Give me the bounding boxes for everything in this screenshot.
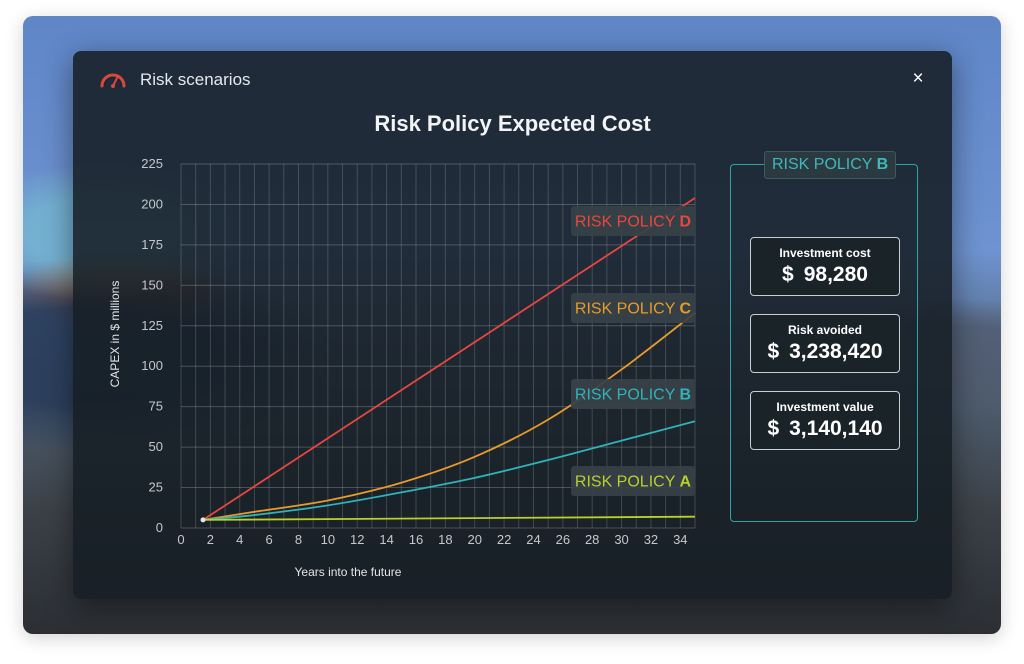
chart-title: Risk Policy Expected Cost [374,111,651,136]
x-tick-label: 8 [295,532,302,547]
x-tick-label: 0 [177,532,184,547]
selected-policy-badge[interactable]: RISK POLICY B [764,151,897,179]
series-line-a [203,515,696,521]
y-tick-label: 200 [141,196,163,211]
series-label-text: RISK POLICY D [575,214,691,231]
series-line-d [202,197,696,521]
metric-value: $98,280 [751,263,899,287]
metric-label: Investment cost [779,246,871,260]
metric-label: Investment value [776,400,874,414]
x-tick-label: 16 [409,532,423,547]
modal-header: Risk scenarios × [73,51,952,109]
x-tick-label: 2 [207,532,214,547]
investment-value-card: Investment value $3,140,140 [750,391,900,450]
metric-value: $3,238,420 [751,340,899,364]
series-label-a[interactable]: RISK POLICY A [571,466,695,496]
y-tick-label: 0 [156,520,163,535]
series-label-prefix: RISK POLICY [575,387,680,404]
series-label-letter: C [680,301,692,318]
series-label-b[interactable]: RISK POLICY B [571,379,695,409]
series-label-prefix: RISK POLICY [575,214,680,231]
risk-avoided-card: Risk avoided $3,238,420 [750,314,900,373]
currency-symbol: $ [767,417,780,440]
y-tick-label: 50 [149,439,163,454]
series-label-letter: D [680,214,692,231]
x-tick-label: 28 [585,532,599,547]
x-tick-label: 12 [350,532,364,547]
y-tick-label: 75 [149,399,163,414]
series-label-text: RISK POLICY B [575,387,691,404]
y-tick-label: 175 [141,237,163,252]
series-label-text: RISK POLICY A [575,474,692,491]
series-label-c[interactable]: RISK POLICY C [571,293,695,323]
x-tick-label: 10 [321,532,335,547]
chart-series [200,197,696,523]
y-axis-label: CAPEX in $ millions [108,281,122,388]
x-tick-label: 24 [526,532,540,547]
close-button[interactable]: × [912,68,924,89]
y-tick-label: 25 [149,480,163,495]
series-line-c [202,312,696,521]
series-label-d[interactable]: RISK POLICY D [571,206,695,236]
series-label-text: RISK POLICY C [575,301,692,318]
series-label-box [571,466,695,496]
risk-scenarios-modal: Risk scenarios × Risk Policy Expected Co… [73,51,952,599]
y-tick-label: 100 [141,358,163,373]
currency-symbol: $ [782,263,794,286]
modal-title: Risk scenarios [140,70,251,89]
x-tick-label: 26 [556,532,570,547]
policy-summary-panel: RISK POLICY B Investment cost $98,280 Ri… [730,151,918,522]
badge-letter: B [876,156,889,173]
x-axis-label: Years into the future [295,565,402,579]
metric-value: $3,140,140 [751,417,899,441]
badge-prefix: RISK POLICY [772,156,873,173]
investment-cost-card: Investment cost $98,280 [750,237,900,296]
currency-symbol: $ [767,340,780,363]
series-label-prefix: RISK POLICY [575,301,680,318]
x-tick-label: 4 [236,532,243,547]
series-line-b [202,420,696,521]
metric-amount: 3,140,140 [789,417,883,440]
metric-amount: 3,238,420 [789,340,883,363]
x-tick-label: 18 [438,532,452,547]
y-tick-label: 125 [141,318,163,333]
x-tick-label: 34 [673,532,687,547]
series-origin-point [200,517,206,523]
x-tick-label: 32 [644,532,658,547]
series-label-box [571,379,695,409]
series-label-box [571,293,695,323]
x-tick-label: 30 [614,532,628,547]
x-tick-label: 20 [467,532,481,547]
x-tick-label: 22 [497,532,511,547]
x-tick-label: 14 [379,532,393,547]
gauge-icon [100,73,126,88]
y-tick-label: 225 [141,156,163,171]
metric-amount: 98,280 [803,263,868,286]
series-label-letter: B [680,387,692,404]
metric-label: Risk avoided [787,323,863,337]
y-tick-label: 150 [141,277,163,292]
x-tick-label: 6 [265,532,272,547]
series-label-prefix: RISK POLICY [575,474,680,491]
series-label-letter: A [680,474,692,491]
series-label-box [571,206,695,236]
